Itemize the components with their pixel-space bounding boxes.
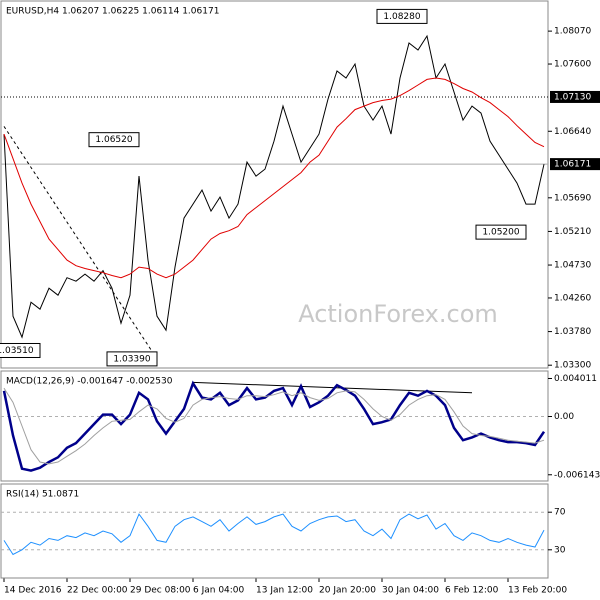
x-tick-label: 14 Dec 2016 [4, 586, 62, 596]
x-tick-label: 13 Jan 12:00 [256, 586, 313, 596]
y-tick-label: 1.04260 [554, 293, 591, 303]
y-tick-label: 1.04730 [554, 261, 591, 271]
annotation-label: 1.03510 [0, 346, 34, 356]
y-tick-label: 1.05210 [554, 227, 591, 237]
series-line [3, 77, 545, 279]
series-line [3, 34, 545, 339]
watermark: ActionForex.com [298, 300, 498, 328]
y-tick-label: 1.07600 [554, 60, 591, 70]
y-tick-label: 70 [554, 508, 566, 518]
panel-title: EURUSD,H4 1.06207 1.06225 1.06114 1.0617… [6, 7, 219, 17]
y-tick-label: 1.05690 [554, 193, 591, 203]
y-tick-label: -0.006143 [554, 470, 600, 480]
y-tick-label: 1.08070 [554, 27, 591, 37]
annotation-label: 1.03390 [113, 354, 150, 364]
panel-title: RSI(14) 51.0871 [6, 490, 79, 500]
series-line [2, 380, 546, 472]
y-tick-label: 1.06640 [554, 127, 591, 137]
annotation-box [475, 224, 527, 240]
y-tick-label: 0.004011 [554, 374, 597, 384]
annotation-label: 1.06520 [95, 135, 132, 145]
trend-line [3, 126, 158, 360]
annotation-box [0, 342, 41, 358]
annotation-label: 1.08280 [383, 12, 420, 22]
y-tick-label: 1.03780 [554, 327, 591, 337]
y-tick-label: 0.00 [554, 412, 574, 422]
price-tag [550, 90, 600, 103]
panel-frame [0, 0, 549, 369]
annotation-box [106, 351, 158, 367]
series-line [3, 387, 545, 465]
y-tick-label: 30 [554, 545, 566, 555]
annotation-box [88, 132, 140, 148]
y-tick-label: 1.03300 [554, 361, 591, 371]
annotation-label: 1.05200 [482, 228, 519, 238]
price-tag [550, 158, 600, 171]
price-tag-label: 1.07130 [554, 92, 591, 102]
x-tick-label: 13 Feb 20:00 [508, 586, 567, 596]
x-tick-label: 30 Jan 04:00 [382, 586, 439, 596]
annotation-box [376, 8, 428, 24]
price-tag-label: 1.06171 [554, 160, 591, 170]
x-tick-label: 6 Jan 04:00 [193, 586, 245, 596]
x-tick-label: 22 Dec 00:00 [67, 586, 128, 596]
series-line [3, 513, 545, 556]
x-tick-label: 29 Dec 08:00 [130, 586, 191, 596]
panel-title: MACD(12,26,9) -0.001647 -0.002530 [6, 377, 173, 387]
x-tick-label: 6 Feb 12:00 [445, 586, 499, 596]
x-tick-label: 20 Jan 20:00 [319, 586, 376, 596]
panel-frame [0, 483, 549, 579]
panel-frame [0, 370, 549, 482]
